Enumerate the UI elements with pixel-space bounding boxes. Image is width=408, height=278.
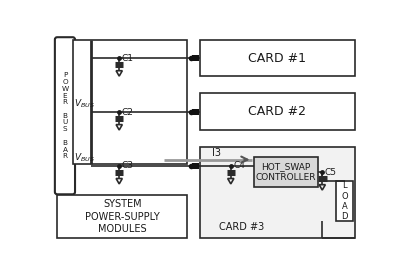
Bar — [200, 147, 355, 238]
Text: C3: C3 — [122, 162, 133, 170]
Bar — [192, 55, 199, 61]
Bar — [254, 157, 317, 187]
Bar — [57, 195, 187, 238]
Text: SYSTEM
POWER-SUPPLY
MODULES: SYSTEM POWER-SUPPLY MODULES — [85, 199, 160, 234]
Text: $V_{BUS}$: $V_{BUS}$ — [74, 98, 95, 110]
Text: P
O
W
E
R
 
B
U
S
 
B
A
R: P O W E R B U S B A R — [61, 72, 69, 159]
Text: C4: C4 — [233, 162, 245, 170]
Bar — [192, 163, 199, 169]
Bar — [73, 39, 187, 164]
Text: C1: C1 — [122, 54, 133, 63]
Text: CARD #2: CARD #2 — [248, 105, 306, 118]
Text: C5: C5 — [325, 168, 337, 177]
Bar — [336, 181, 353, 221]
Text: L
O
A
D: L O A D — [341, 181, 348, 221]
Text: HOT_SWAP
CONTROLLER: HOT_SWAP CONTROLLER — [255, 162, 316, 182]
Text: $V_{BUS}$: $V_{BUS}$ — [74, 152, 95, 164]
Text: C2: C2 — [122, 108, 133, 116]
Text: I3: I3 — [212, 148, 221, 158]
Bar — [200, 39, 355, 76]
Bar — [200, 93, 355, 130]
Bar — [192, 109, 199, 115]
FancyBboxPatch shape — [55, 37, 75, 194]
Text: CARD #3: CARD #3 — [219, 222, 264, 232]
Text: CARD #1: CARD #1 — [248, 51, 306, 64]
